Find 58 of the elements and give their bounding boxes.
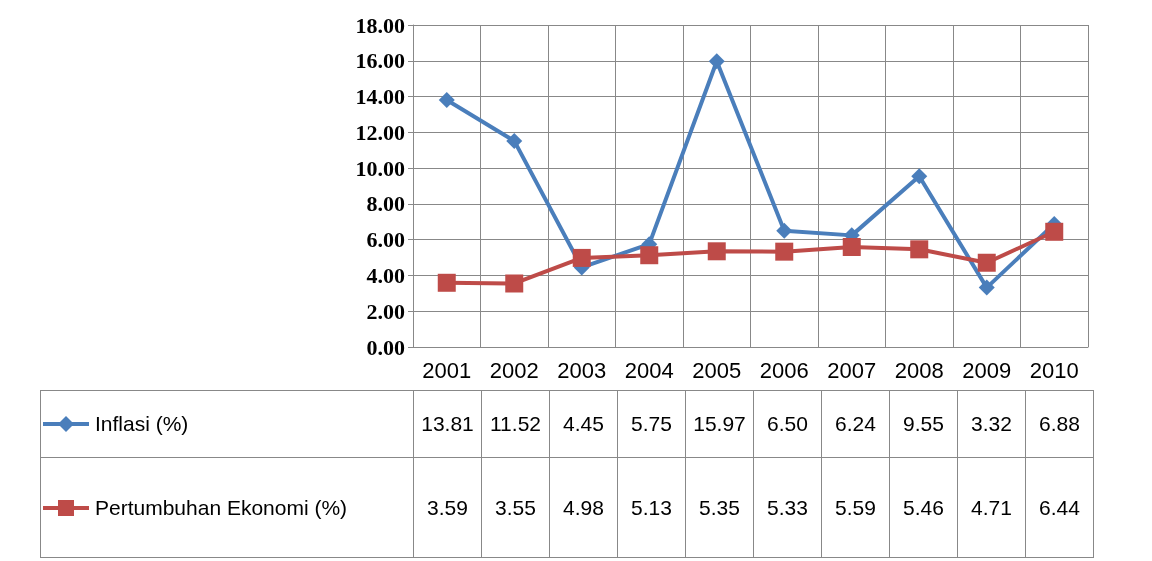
data-label: 3.55: [481, 457, 550, 558]
x-tick-label: 2004: [624, 357, 674, 383]
legend-label: Inflasi (%): [95, 412, 189, 436]
point: [437, 273, 456, 292]
y-tick-label: 2.00: [366, 298, 405, 324]
data-label: 13.81: [413, 390, 482, 458]
point: [572, 248, 591, 267]
point: [640, 246, 659, 265]
y-tick-label: 0.00: [366, 334, 405, 360]
x-tick-label: 2003: [557, 357, 607, 383]
data-label: 5.46: [889, 457, 958, 558]
x-tick-label: 2005: [692, 357, 742, 383]
point: [776, 222, 793, 239]
y-tick-label: 16.00: [355, 48, 405, 74]
data-label: 5.33: [753, 457, 822, 558]
data-label: 6.24: [821, 390, 890, 458]
data-label: 15.97: [685, 390, 754, 458]
data-label: 9.55: [889, 390, 958, 458]
data-label: 5.59: [821, 457, 890, 558]
point: [842, 238, 861, 256]
x-tick-label: 2008: [894, 357, 944, 383]
point: [775, 242, 794, 261]
point: [911, 168, 928, 185]
x-tick-label: 2001: [422, 357, 472, 383]
legend-label: Pertumbuhan Ekonomi (%): [95, 495, 348, 520]
data-label: 6.50: [753, 390, 822, 458]
point: [910, 240, 929, 259]
data-label: 4.98: [549, 457, 618, 558]
data-label: 11.52: [481, 390, 550, 458]
point: [506, 132, 523, 149]
y-tick-label: 8.00: [366, 191, 405, 217]
y-tick-label: 12.00: [355, 119, 405, 145]
point: [505, 274, 524, 293]
point: [978, 279, 995, 296]
y-tick-label: 6.00: [366, 227, 405, 253]
data-label: 5.13: [617, 457, 686, 558]
point: [1045, 222, 1064, 241]
point: [708, 53, 725, 70]
data-label: 5.75: [617, 390, 686, 458]
data-label: 6.44: [1025, 457, 1094, 558]
data-label: 5.35: [685, 457, 754, 558]
x-tick-label: 2002: [489, 357, 539, 383]
y-tick-label: 4.00: [366, 262, 405, 288]
x-tick-label: 2010: [1029, 357, 1079, 383]
data-label: 3.59: [413, 457, 482, 558]
data-label: 4.71: [957, 457, 1026, 558]
x-tick-label: 2006: [759, 357, 809, 383]
x-tick-label: 2007: [827, 357, 877, 383]
data-label: 3.32: [957, 390, 1026, 458]
y-tick-label: 18.00: [355, 12, 405, 38]
y-tick-label: 14.00: [355, 84, 405, 110]
point: [977, 253, 996, 272]
y-tick-label: 10.00: [355, 155, 405, 181]
point: [438, 91, 455, 108]
point: [707, 242, 726, 261]
x-tick-label: 2009: [962, 357, 1012, 383]
data-label: 6.88: [1025, 390, 1094, 458]
data-label: 4.45: [549, 390, 618, 458]
